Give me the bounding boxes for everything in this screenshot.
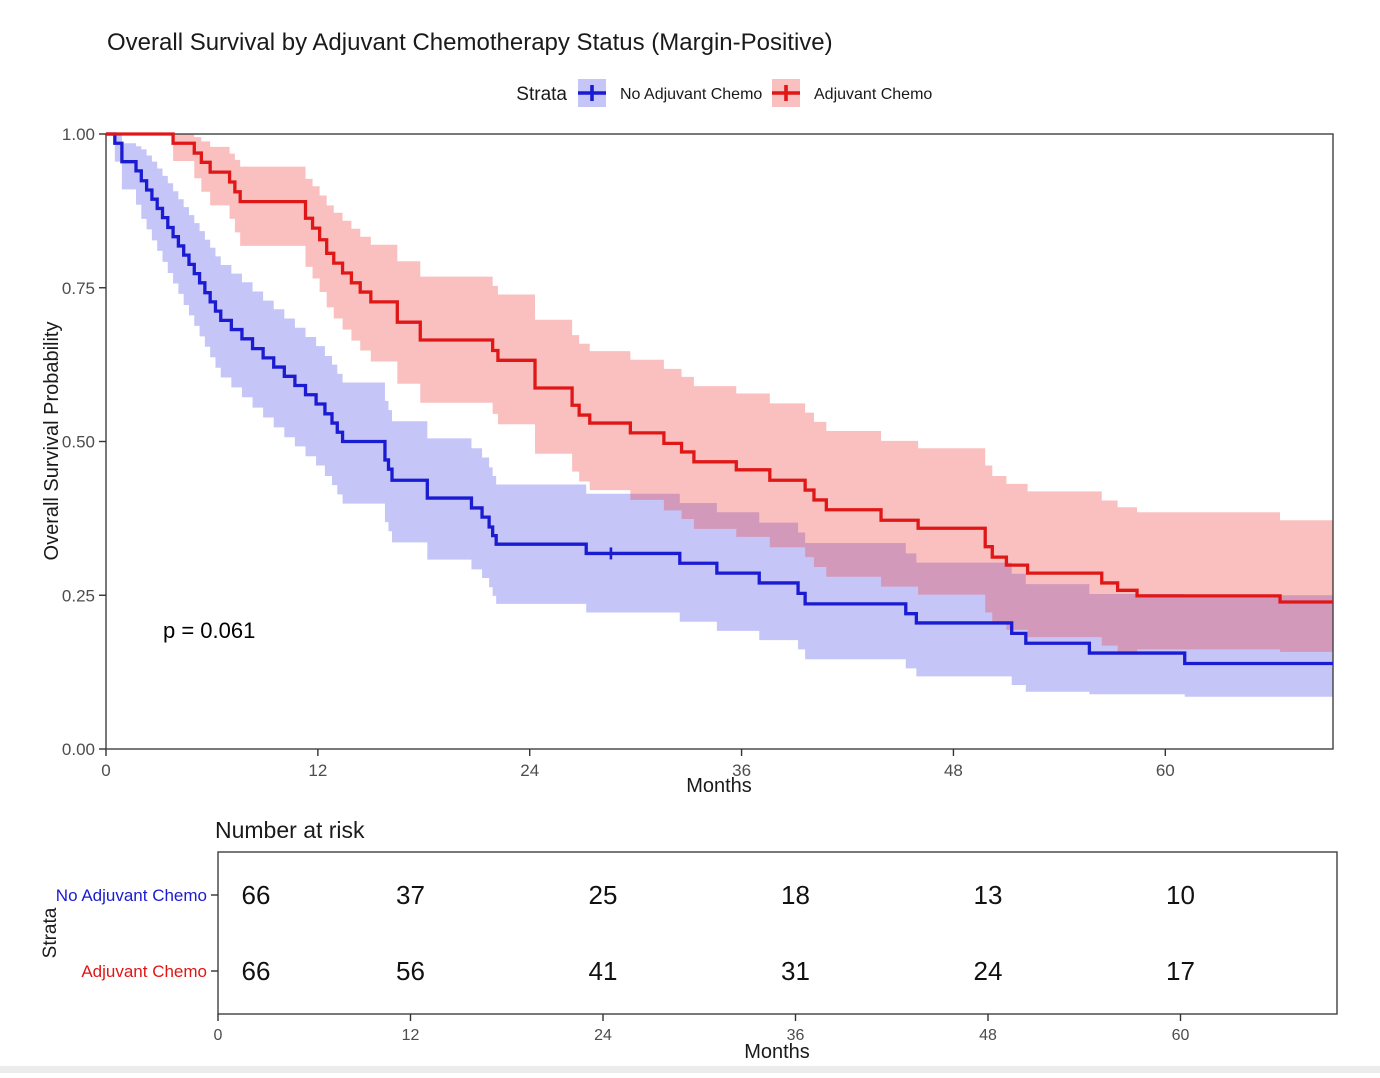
risk-count: 56: [396, 956, 425, 986]
x-tick-label: 24: [520, 761, 539, 780]
p-value-annotation: p = 0.061: [163, 618, 255, 643]
risk-count: 66: [242, 880, 271, 910]
risk-count: 10: [1166, 880, 1195, 910]
risk-count: 31: [781, 956, 810, 986]
y-tick-label: 0.25: [62, 586, 95, 605]
risk-count: 18: [781, 880, 810, 910]
risk-x-tick-label: 36: [787, 1027, 805, 1044]
risk-table-border: [217, 851, 1338, 1015]
risk-count: 37: [396, 880, 425, 910]
risk-x-tick-label: 0: [214, 1027, 223, 1044]
ci-ribbon-adjuvant: [106, 134, 1333, 652]
x-tick-label: 36: [732, 761, 751, 780]
risk-count: 66: [242, 956, 271, 986]
x-axis-title: Months: [686, 775, 752, 797]
risk-count: 13: [974, 880, 1003, 910]
legend-key-adjuvant-chemo-icon: [772, 79, 800, 107]
risk-count: 17: [1166, 956, 1195, 986]
risk-x-tick-label: 12: [402, 1027, 420, 1044]
legend: Strata No Adjuvant Chemo Adjuvant Chemo: [516, 79, 932, 107]
risk-x-tick-label: 60: [1172, 1027, 1190, 1044]
legend-label-adjuvant-chemo: Adjuvant Chemo: [814, 86, 932, 103]
bottom-strip: [0, 1066, 1380, 1073]
survival-curves: [106, 132, 1333, 666]
risk-x-tick-label: 24: [594, 1027, 612, 1044]
y-axis-ticks: 0.00 0.25 0.50 0.75 1.00: [62, 125, 106, 759]
x-axis-ticks: 0 12 24 36 48 60: [101, 749, 1175, 780]
x-tick-label: 60: [1156, 761, 1175, 780]
x-tick-label: 0: [101, 761, 110, 780]
plot-title: Overall Survival by Adjuvant Chemotherap…: [107, 29, 833, 56]
legend-label-no-adjuvant-chemo: No Adjuvant Chemo: [620, 86, 762, 103]
risk-x-axis-title: Months: [744, 1041, 810, 1063]
x-tick-label: 48: [944, 761, 963, 780]
y-tick-label: 1.00: [62, 125, 95, 144]
ci-ribbon-no-adjuvant: [106, 134, 1333, 697]
risk-row-label-adjuvant-chemo: Adjuvant Chemo: [81, 962, 207, 981]
y-tick-label: 0.00: [62, 740, 95, 759]
risk-table-strata-axis-title: Strata: [40, 907, 61, 958]
risk-count: 25: [589, 880, 618, 910]
confidence-ribbons: [106, 134, 1333, 697]
risk-table-title: Number at risk: [215, 817, 365, 843]
risk-number-grid: 66 37 25 18 13 10 66 56 41 31 24 17: [242, 880, 1195, 986]
risk-count: 41: [589, 956, 618, 986]
legend-title: Strata: [516, 84, 567, 105]
km-curve-no-adjuvant: [106, 132, 1333, 666]
risk-x-axis-ticks: 0 12 24 36 48 60: [214, 1014, 1190, 1044]
risk-x-tick-label: 48: [979, 1027, 997, 1044]
risk-count: 24: [974, 956, 1003, 986]
y-tick-label: 0.50: [62, 433, 95, 452]
legend-key-no-adjuvant-chemo-icon: [578, 79, 606, 107]
x-tick-label: 12: [308, 761, 327, 780]
risk-row-label-no-adjuvant-chemo: No Adjuvant Chemo: [56, 886, 207, 905]
y-tick-label: 0.75: [62, 279, 95, 298]
y-axis-title: Overall Survival Probability: [41, 322, 63, 561]
km-curve-adjuvant: [106, 132, 1333, 604]
